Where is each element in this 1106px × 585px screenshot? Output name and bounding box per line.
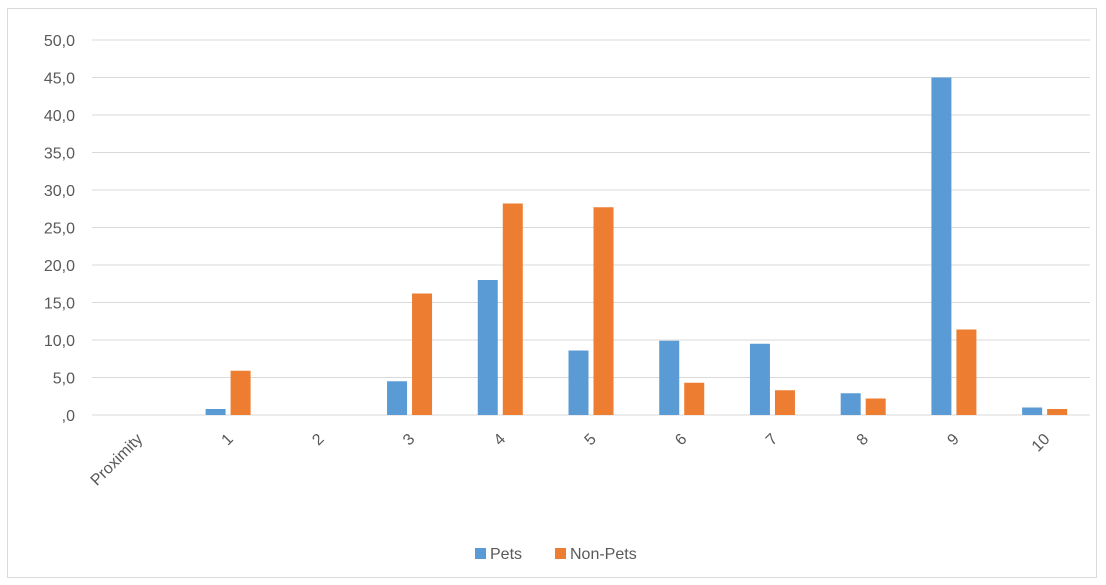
bar-non-pets — [502, 203, 523, 415]
y-tick-label: 10,0 — [44, 333, 75, 350]
x-tick-label: 8 — [854, 431, 872, 449]
x-tick-label: 3 — [400, 431, 418, 449]
bar-pets — [477, 280, 498, 415]
y-tick-label: 40,0 — [44, 108, 75, 125]
bars — [205, 77, 1068, 415]
x-tick-label: 9 — [944, 431, 962, 449]
bar-non-pets — [956, 329, 977, 415]
x-tick-label: 5 — [582, 431, 600, 449]
y-tick-label: 50,0 — [44, 33, 75, 50]
x-tick-label: 7 — [763, 431, 781, 449]
legend-swatch — [475, 548, 486, 559]
chart-frame — [7, 8, 1097, 578]
bar-non-pets — [230, 370, 251, 415]
bar-pets — [840, 393, 861, 415]
y-tick-label: 5,0 — [53, 371, 75, 388]
x-tick-label: 6 — [672, 431, 690, 449]
legend-label: Pets — [490, 546, 522, 563]
x-tick-label: 4 — [491, 431, 509, 449]
bar-non-pets — [774, 390, 795, 415]
bar-pets — [568, 350, 589, 415]
bar-non-pets — [1047, 409, 1068, 415]
y-tick-label: 30,0 — [44, 183, 75, 200]
x-tick-label: 1 — [219, 431, 237, 449]
y-tick-label: 35,0 — [44, 146, 75, 163]
bar-non-pets — [593, 207, 614, 415]
bar-pets — [387, 381, 408, 415]
gridlines — [92, 39, 1090, 416]
bar-non-pets — [684, 382, 705, 415]
bar-non-pets — [412, 293, 433, 415]
legend: Pets Non-Pets — [475, 546, 637, 563]
bar-pets — [1022, 407, 1043, 415]
bar-non-pets — [865, 398, 886, 415]
x-tick-label: 10 — [1029, 431, 1054, 456]
bar-pets — [931, 77, 952, 415]
x-axis-tick-labels: Proximity 1 2 3 4 5 6 7 8 9 10 — [88, 431, 1054, 490]
x-tick-label: Proximity — [88, 431, 147, 490]
y-tick-label: 20,0 — [44, 258, 75, 275]
y-tick-label: 25,0 — [44, 221, 75, 238]
bar-pets — [659, 340, 680, 415]
y-tick-label: 45,0 — [44, 71, 75, 88]
x-tick-label: 2 — [309, 431, 327, 449]
y-axis-tick-labels: ,0 5,0 10,0 15,0 20,0 25,0 30,0 35,0 40,0 45,0 50,… — [44, 33, 75, 425]
bar-pets — [749, 343, 770, 415]
y-tick-label: ,0 — [62, 408, 75, 425]
y-tick-label: 15,0 — [44, 296, 75, 313]
legend-label: Non-Pets — [570, 546, 637, 563]
bar-pets — [205, 409, 226, 415]
legend-swatch — [555, 548, 566, 559]
